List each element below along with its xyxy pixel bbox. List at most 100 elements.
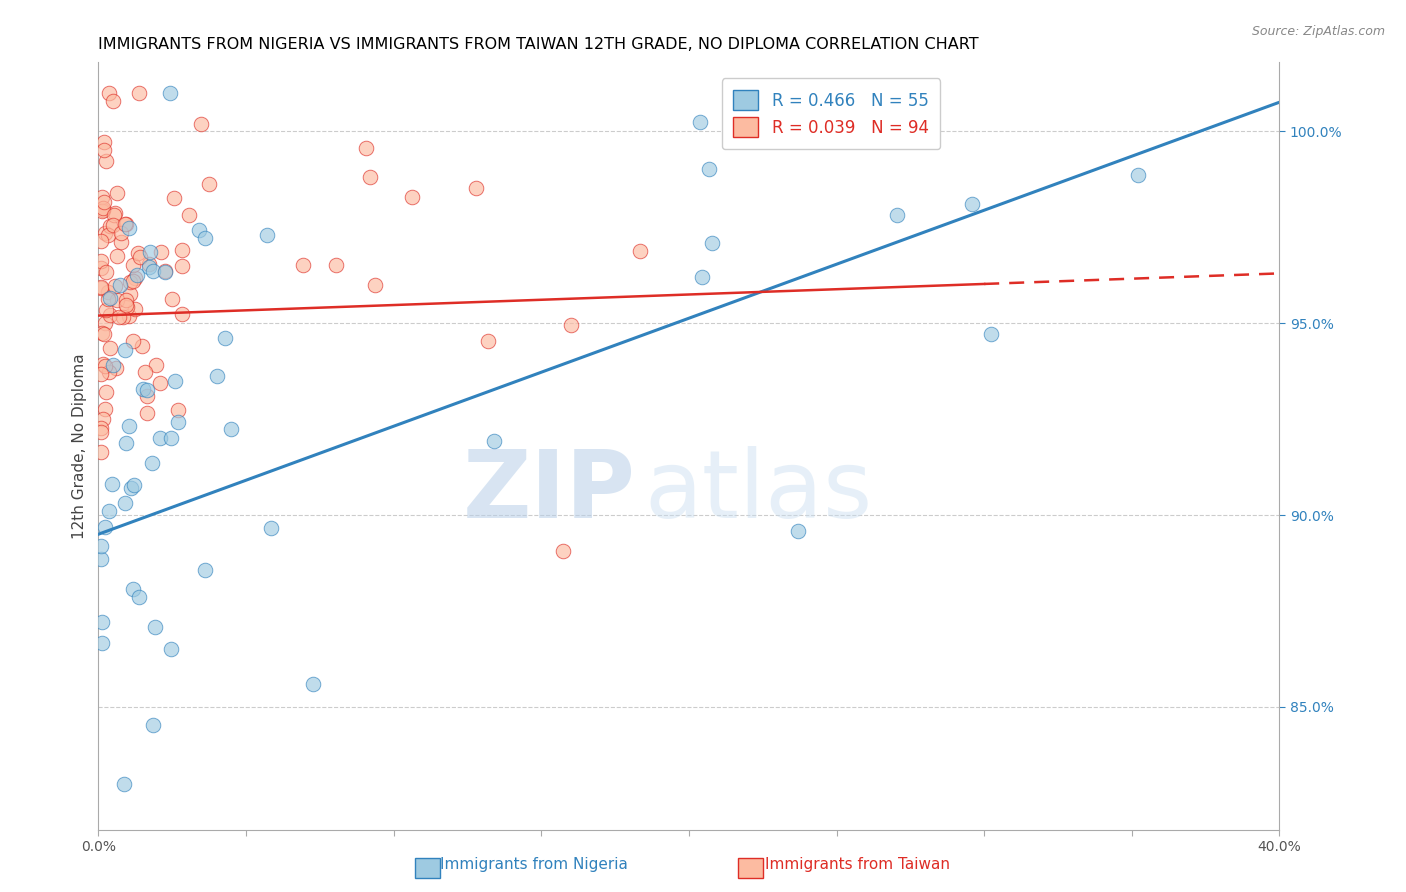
Point xyxy=(94,226,117,240)
Point xyxy=(108,277,131,292)
Point xyxy=(104,206,127,220)
Point xyxy=(142,264,165,278)
Point xyxy=(401,190,423,204)
Point xyxy=(93,326,115,341)
Point xyxy=(697,161,720,176)
Text: IMMIGRANTS FROM NIGERIA VS IMMIGRANTS FROM TAIWAN 12TH GRADE, NO DIPLOMA CORRELA: IMMIGRANTS FROM NIGERIA VS IMMIGRANTS FR… xyxy=(98,37,979,52)
Point xyxy=(141,456,163,470)
Point xyxy=(93,144,115,158)
Point xyxy=(112,776,135,790)
Point xyxy=(115,436,138,450)
Point xyxy=(91,411,114,425)
Point xyxy=(325,259,347,273)
Point xyxy=(107,310,129,324)
Point xyxy=(689,115,711,129)
Point xyxy=(103,209,125,223)
Point xyxy=(364,278,387,293)
Point xyxy=(97,86,120,100)
Point xyxy=(960,196,983,211)
Point xyxy=(105,249,128,263)
Point xyxy=(702,235,724,250)
Point xyxy=(128,86,150,100)
Point xyxy=(153,264,176,278)
Point xyxy=(118,419,141,434)
Point xyxy=(162,191,184,205)
Point xyxy=(94,519,117,533)
Point xyxy=(115,301,138,315)
Point xyxy=(138,257,160,271)
Point xyxy=(628,244,651,258)
Point xyxy=(560,318,582,332)
Point xyxy=(187,223,209,237)
Point xyxy=(90,281,112,295)
Point xyxy=(104,278,127,293)
Point xyxy=(94,359,117,373)
Point xyxy=(117,309,139,323)
Point xyxy=(205,369,228,384)
Point xyxy=(98,291,121,305)
Point xyxy=(90,445,112,459)
Point xyxy=(167,403,190,417)
Point xyxy=(165,374,187,388)
Point xyxy=(177,208,200,222)
Point xyxy=(120,286,142,301)
Point xyxy=(93,194,115,209)
Point xyxy=(105,293,128,307)
Point xyxy=(138,260,160,274)
Point xyxy=(256,228,278,243)
Point xyxy=(142,718,165,732)
Point xyxy=(194,563,217,577)
Point xyxy=(114,217,136,231)
Point xyxy=(124,271,146,285)
Point xyxy=(122,334,145,348)
Point xyxy=(90,261,112,276)
Point xyxy=(136,389,159,403)
Point xyxy=(110,235,132,249)
Point xyxy=(354,141,377,155)
Point xyxy=(97,292,120,306)
Point xyxy=(115,217,138,231)
Point xyxy=(149,376,172,391)
Point xyxy=(90,425,112,439)
Point xyxy=(91,204,114,219)
Point xyxy=(172,243,194,257)
Point xyxy=(91,636,114,650)
Point xyxy=(90,254,112,268)
Point xyxy=(94,401,117,416)
Point xyxy=(124,301,146,316)
Point xyxy=(128,591,150,605)
Point xyxy=(155,265,177,279)
Point xyxy=(90,615,112,630)
Point xyxy=(197,178,219,192)
Point xyxy=(98,308,121,322)
Point xyxy=(214,331,236,345)
Point xyxy=(94,316,117,330)
Point xyxy=(122,478,145,492)
Legend: R = 0.466   N = 55, R = 0.039   N = 94: R = 0.466 N = 55, R = 0.039 N = 94 xyxy=(721,78,941,149)
Point xyxy=(134,365,156,379)
Point xyxy=(136,383,159,397)
Point xyxy=(118,220,141,235)
Point xyxy=(93,135,115,149)
Point xyxy=(100,341,122,355)
Point xyxy=(145,358,167,372)
Point xyxy=(97,227,120,242)
Point xyxy=(194,230,217,244)
Point xyxy=(94,302,117,317)
Point xyxy=(149,431,172,445)
Point xyxy=(190,117,212,131)
Point xyxy=(260,521,283,535)
Y-axis label: 12th Grade, No Diploma: 12th Grade, No Diploma xyxy=(72,353,87,539)
Point xyxy=(90,190,112,204)
Text: Immigrants from Nigeria: Immigrants from Nigeria xyxy=(440,857,628,872)
Point xyxy=(464,181,486,195)
Point xyxy=(886,208,908,222)
Point xyxy=(132,382,155,396)
Point xyxy=(114,495,136,509)
Point xyxy=(121,582,143,596)
Point xyxy=(120,276,142,290)
Point xyxy=(97,285,120,299)
Point xyxy=(159,86,181,100)
Point xyxy=(120,481,142,495)
Point xyxy=(90,421,112,435)
